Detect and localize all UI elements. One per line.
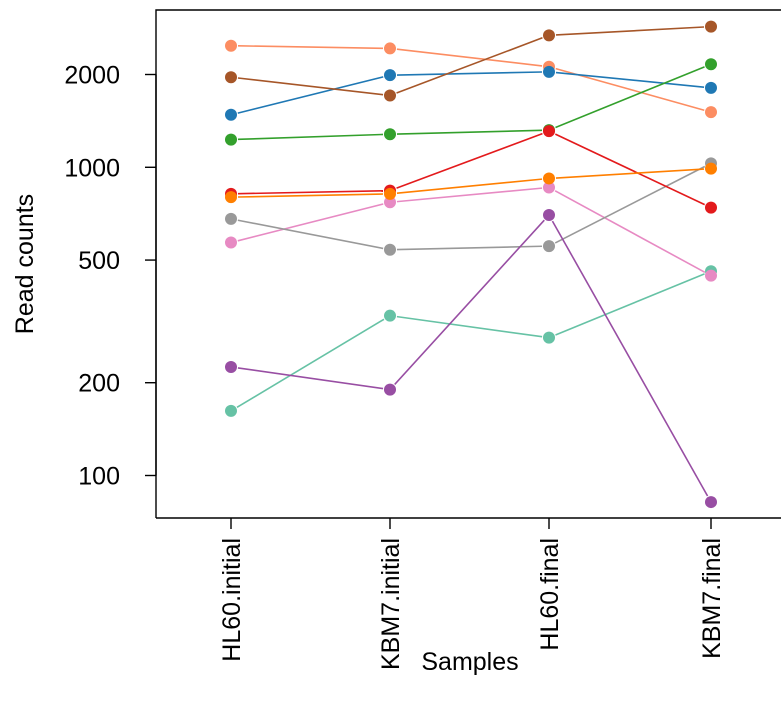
series-12 xyxy=(225,20,717,102)
series-6-segment-3 xyxy=(554,165,706,244)
series-7-point-KBM7.final xyxy=(705,81,717,94)
series-10-point-KBM7.initial xyxy=(384,187,396,200)
series-1-point-HL60.final xyxy=(543,331,555,344)
series-7-point-HL60.final xyxy=(543,65,555,78)
series-4-segment-1 xyxy=(237,203,384,242)
series-10-segment-3 xyxy=(555,168,705,179)
y-axis: 100 200 500 1000 2000 xyxy=(64,62,157,491)
series-2-point-HL60.initial xyxy=(225,39,237,52)
series-1-point-KBM7.initial xyxy=(384,309,396,322)
series-6-segment-1 xyxy=(237,219,384,250)
series-8-point-KBM7.initial xyxy=(384,128,396,141)
series-12-point-HL60.initial xyxy=(225,71,237,84)
series-7-segment-1 xyxy=(237,76,384,114)
series-11-point-HL60.final xyxy=(543,209,555,222)
series-1-point-HL60.initial xyxy=(225,404,237,417)
series-4 xyxy=(225,181,717,282)
series-12-segment-3 xyxy=(555,26,705,36)
series-2-point-KBM7.final xyxy=(705,106,717,119)
series-2 xyxy=(225,39,717,119)
y-axis-title: Read counts xyxy=(11,194,39,334)
series-9-segment-1 xyxy=(237,189,384,195)
series-10-point-HL60.final xyxy=(543,172,555,185)
series-1-segment-1 xyxy=(236,318,385,409)
series-layer xyxy=(225,20,717,509)
series-8-segment-3 xyxy=(555,66,705,129)
series-6-point-HL60.final xyxy=(543,240,555,253)
series-10-point-KBM7.final xyxy=(705,162,717,175)
series-10-point-HL60.initial xyxy=(225,191,237,204)
series-8-segment-1 xyxy=(237,133,384,141)
series-7-segment-2 xyxy=(396,71,543,76)
series-12-segment-2 xyxy=(396,37,543,94)
y-tick-label-500: 500 xyxy=(78,247,120,275)
series-8-point-KBM7.final xyxy=(705,58,717,71)
y-tick-label-1000: 1000 xyxy=(64,154,120,182)
series-6-point-KBM7.initial xyxy=(384,243,396,256)
series-8-point-HL60.initial xyxy=(225,133,237,146)
series-11-segment-2 xyxy=(394,219,545,385)
series-1 xyxy=(225,265,717,417)
series-4-point-KBM7.final xyxy=(705,269,717,282)
series-9-point-HL60.final xyxy=(543,125,555,138)
series-8-segment-2 xyxy=(396,129,543,135)
series-7-point-KBM7.initial xyxy=(384,69,396,82)
series-6-segment-2 xyxy=(396,245,543,251)
series-4-segment-2 xyxy=(396,187,543,203)
series-10 xyxy=(225,162,717,204)
series-12-segment-1 xyxy=(237,77,384,96)
series-10-segment-2 xyxy=(396,178,543,194)
series-4-point-KBM7.initial xyxy=(384,196,396,209)
series-10-segment-1 xyxy=(237,193,384,198)
series-11-segment-1 xyxy=(237,367,384,390)
series-12-point-KBM7.initial xyxy=(384,89,396,102)
series-4-point-HL60.final xyxy=(543,181,555,194)
series-6-point-HL60.initial xyxy=(225,212,237,225)
series-2-point-KBM7.initial xyxy=(384,42,396,55)
series-11-point-KBM7.initial xyxy=(384,383,396,396)
series-11-point-KBM7.final xyxy=(705,496,717,509)
series-1-segment-3 xyxy=(555,273,705,336)
y-tick-label-200: 200 xyxy=(78,370,120,398)
series-9-segment-2 xyxy=(396,132,543,189)
x-tick-label-HL60.final: HL60.final xyxy=(536,538,564,651)
x-axis: HL60.initial KBM7.initial HL60.final KBM7.f… xyxy=(218,518,726,670)
series-2-segment-1 xyxy=(237,45,384,50)
series-11 xyxy=(225,209,717,509)
series-12-point-HL60.final xyxy=(543,29,555,42)
series-7-point-HL60.initial xyxy=(225,108,237,121)
series-6 xyxy=(225,157,717,256)
series-2-segment-2 xyxy=(396,48,543,67)
series-4-point-HL60.initial xyxy=(225,236,237,249)
x-axis-title: Samples xyxy=(421,648,518,676)
x-tick-label-KBM7.final: KBM7.final xyxy=(698,538,726,659)
series-11-segment-3 xyxy=(551,220,709,497)
series-1-segment-2 xyxy=(396,315,543,338)
series-9-segment-3 xyxy=(554,133,706,206)
y-tick-label-2000: 2000 xyxy=(64,62,120,90)
series-8 xyxy=(225,58,717,146)
x-tick-label-KBM7.initial: KBM7.initial xyxy=(377,538,405,670)
series-9-point-KBM7.final xyxy=(705,201,717,214)
series-7-segment-3 xyxy=(555,71,705,88)
series-7 xyxy=(225,65,717,121)
y-tick-label-100: 100 xyxy=(78,463,120,491)
series-12-point-KBM7.final xyxy=(705,20,717,33)
x-tick-label-HL60.initial: HL60.initial xyxy=(218,538,246,662)
series-4-segment-3 xyxy=(554,190,706,274)
series-9 xyxy=(225,125,717,214)
series-11-point-HL60.initial xyxy=(225,360,237,373)
